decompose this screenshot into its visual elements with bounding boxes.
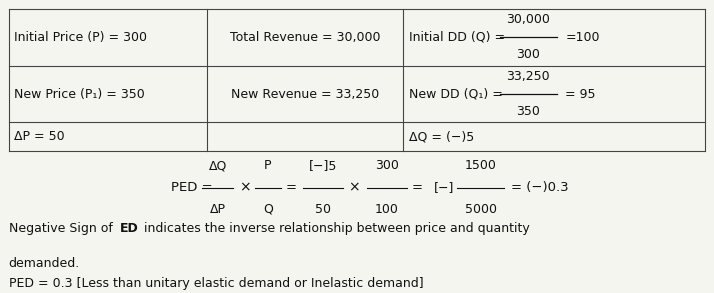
Text: 100: 100 <box>375 203 399 216</box>
Text: ΔQ: ΔQ <box>208 159 227 172</box>
Text: = (−)0.3: = (−)0.3 <box>511 181 568 194</box>
Text: New Revenue = 33,250: New Revenue = 33,250 <box>231 88 379 101</box>
Text: Initial DD (Q) =: Initial DD (Q) = <box>409 31 506 44</box>
Text: ΔP = 50: ΔP = 50 <box>14 130 65 143</box>
Text: [−]5: [−]5 <box>308 159 337 172</box>
Text: Negative Sign of: Negative Sign of <box>9 222 116 235</box>
Text: ×: × <box>239 180 251 195</box>
Text: =: = <box>411 181 422 194</box>
Text: Total Revenue = 30,000: Total Revenue = 30,000 <box>230 31 381 44</box>
Text: 30,000: 30,000 <box>506 13 550 26</box>
Text: Initial Price (P) = 300: Initial Price (P) = 300 <box>14 31 147 44</box>
Text: 1500: 1500 <box>465 159 496 172</box>
Text: =100: =100 <box>565 31 600 44</box>
Text: ΔQ = (−)5: ΔQ = (−)5 <box>409 130 474 143</box>
Text: New Price (P₁) = 350: New Price (P₁) = 350 <box>14 88 145 101</box>
Text: 33,250: 33,250 <box>506 70 550 83</box>
Text: demanded.: demanded. <box>9 257 80 270</box>
Text: P: P <box>264 159 271 172</box>
Text: [−]: [−] <box>434 181 455 194</box>
Text: 300: 300 <box>375 159 399 172</box>
Text: ΔP: ΔP <box>210 203 226 216</box>
Text: New DD (Q₁) =: New DD (Q₁) = <box>409 88 503 101</box>
Text: indicates the inverse relationship between price and quantity: indicates the inverse relationship betwe… <box>140 222 530 235</box>
Text: ED: ED <box>120 222 139 235</box>
Text: Q: Q <box>263 203 273 216</box>
Text: 350: 350 <box>516 105 540 118</box>
Text: 5000: 5000 <box>465 203 496 216</box>
Text: 50: 50 <box>315 203 331 216</box>
Text: PED =: PED = <box>171 181 213 194</box>
Text: =: = <box>286 181 296 194</box>
Text: ×: × <box>348 180 360 195</box>
Text: = 95: = 95 <box>565 88 596 101</box>
Text: PED = 0.3 [Less than unitary elastic demand or Inelastic demand]: PED = 0.3 [Less than unitary elastic dem… <box>9 277 423 290</box>
Text: 300: 300 <box>516 48 540 62</box>
